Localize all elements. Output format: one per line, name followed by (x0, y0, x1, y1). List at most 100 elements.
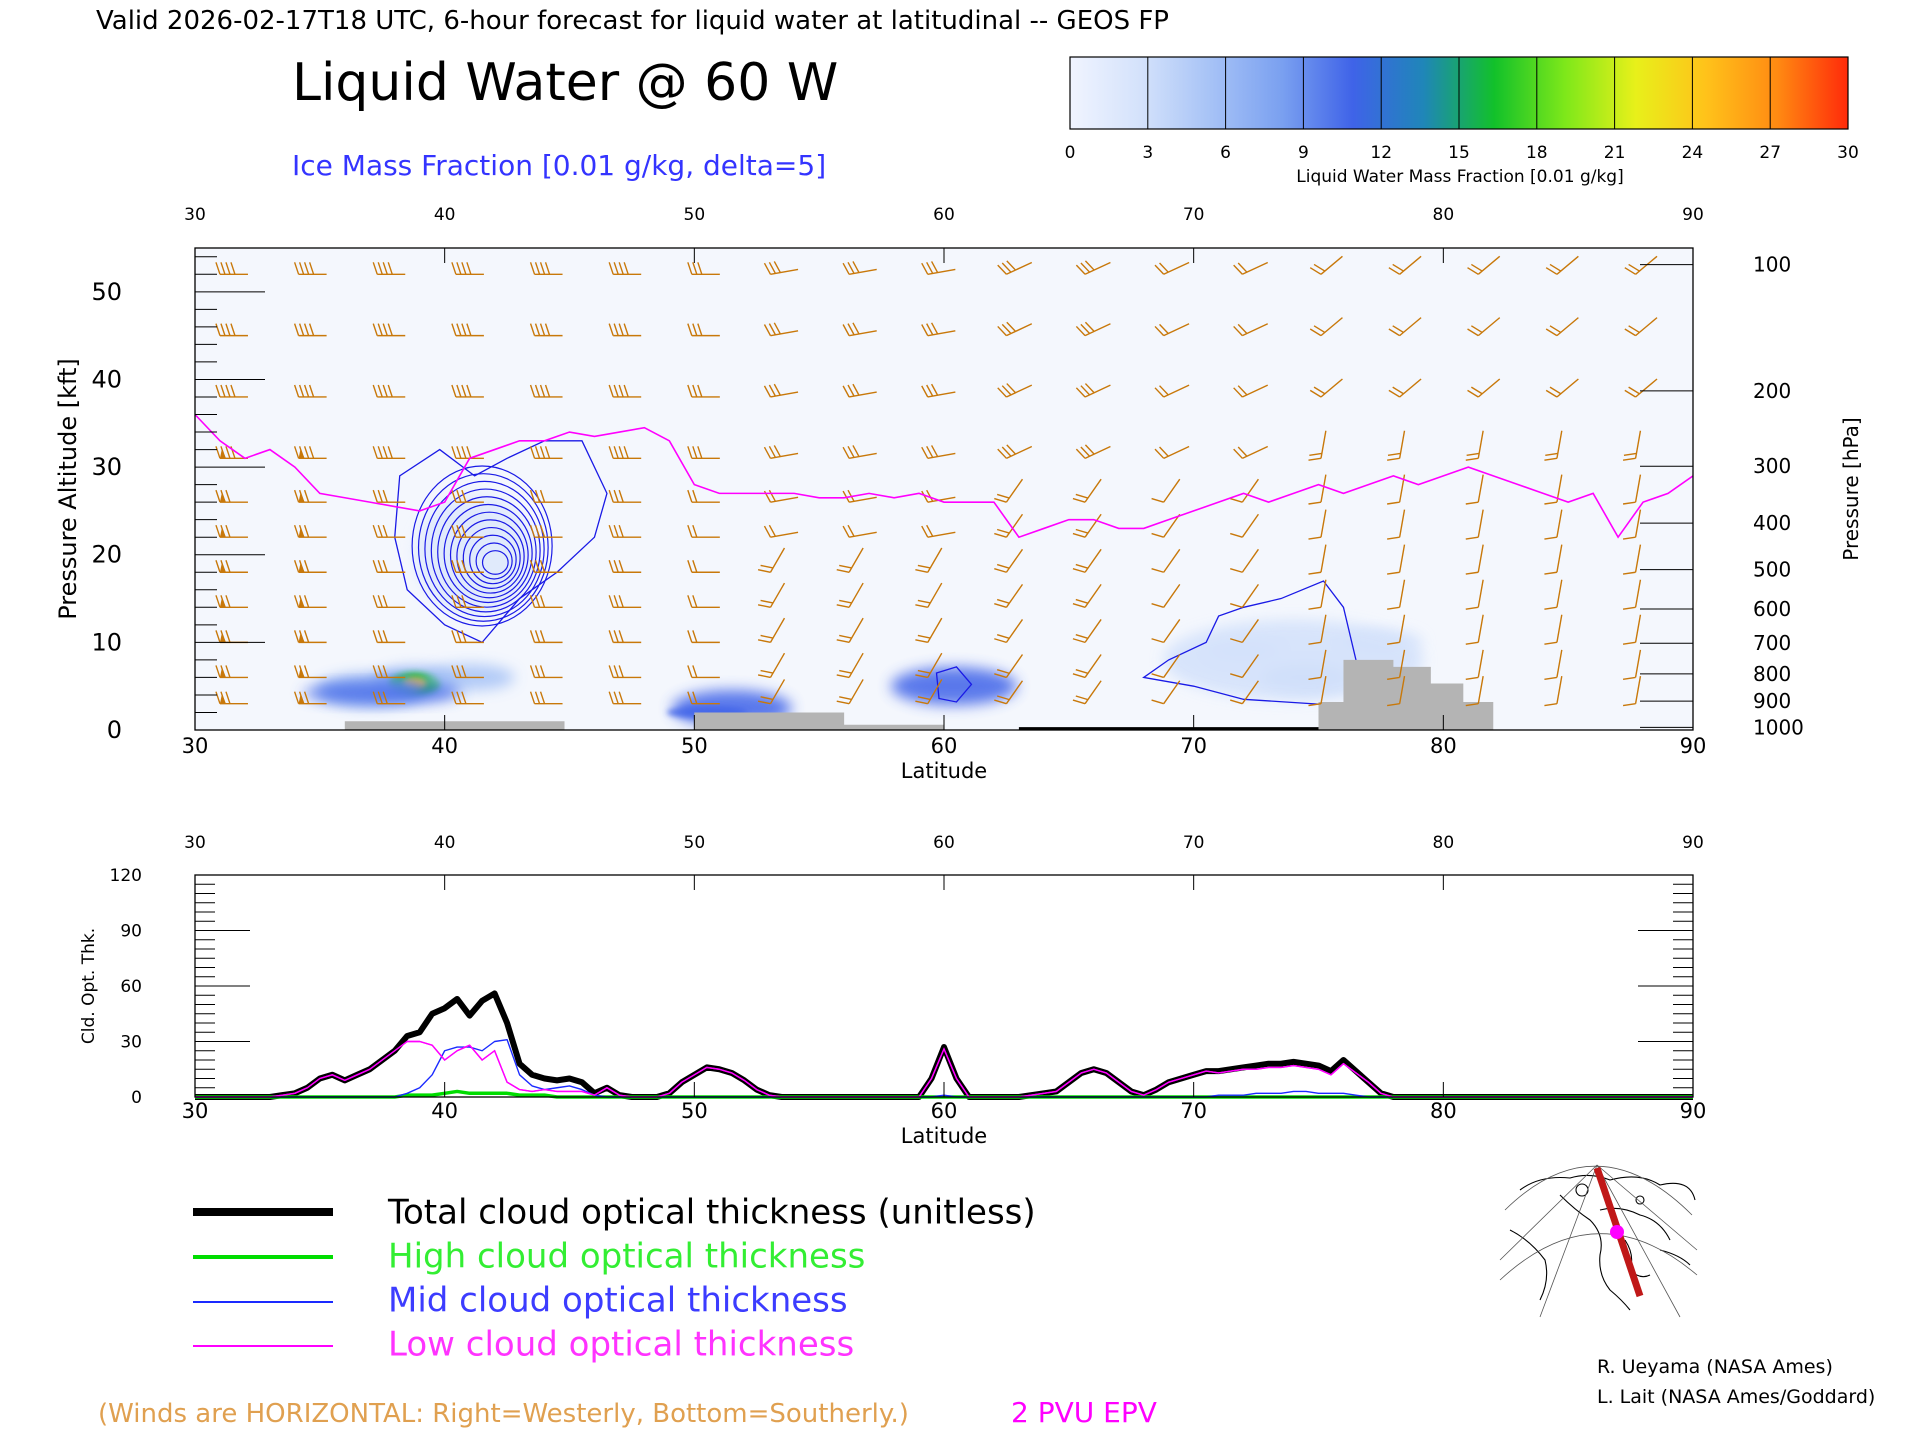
wind-barb (1075, 260, 1111, 275)
optical-thickness-chart: 0 30 60 90 120 30 30 40 40 50 50 60 60 70 70 80 80 90 90 L… (79, 833, 1706, 1148)
wind-barb (608, 665, 642, 679)
wind-barb (1545, 255, 1579, 275)
wind-barb (372, 384, 406, 398)
map-location-marker (1610, 1225, 1624, 1239)
wind-barb (608, 323, 642, 337)
wind-barb (608, 595, 642, 609)
y-tick-label: 30 (91, 453, 122, 481)
colorbar-tick-label: 6 (1220, 143, 1231, 163)
wind-barb (1151, 583, 1181, 608)
wind-barb (1544, 614, 1563, 645)
wind-barb (1233, 261, 1269, 275)
ice-contour (437, 496, 537, 608)
wind-barb (1622, 509, 1642, 540)
top-x-tick-label: 30 (184, 205, 206, 225)
wind-barb (687, 489, 720, 503)
wind-barb (1465, 579, 1484, 610)
wind-barb (372, 262, 406, 275)
wind-barb (529, 560, 563, 573)
wind-barb (842, 524, 877, 538)
wind-barb (529, 630, 563, 644)
colorbar-tick-label: 27 (1759, 143, 1781, 163)
colorbar-tick-label: 21 (1604, 143, 1626, 163)
wind-barb (608, 560, 642, 573)
wind-barb (842, 322, 877, 337)
wind-barb (1544, 430, 1563, 461)
colorbar-tick-label: 3 (1142, 143, 1153, 163)
credit-line-1: R. Ueyama (NASA Ames) (1597, 1356, 1833, 1378)
wind-barb (1308, 474, 1327, 505)
wind-barb (687, 323, 720, 337)
top-x-tick-label: 80 (1433, 205, 1455, 225)
wind-barb (372, 691, 406, 705)
wind-barb (293, 665, 327, 679)
wind-barb (451, 630, 484, 644)
x-tick-label: 90 (1680, 734, 1707, 758)
x-tick-label: 60 (931, 734, 958, 758)
wind-barb (1154, 445, 1190, 459)
wind-barb (1545, 317, 1579, 337)
wind-barb (1233, 445, 1269, 459)
ice-contour (411, 465, 553, 627)
wind-barb (1622, 579, 1642, 610)
wind-barb (1387, 579, 1406, 610)
wind-barb (1309, 317, 1343, 337)
colorbar-tick-label: 24 (1682, 143, 1704, 163)
wind-barb (1544, 474, 1563, 505)
ice-contour (424, 480, 545, 618)
valid-line: Valid 2026-02-17T18 UTC, 6-hour forecast… (96, 6, 1169, 36)
bottom-y-tick-label: 120 (110, 866, 142, 886)
wind-barb (608, 630, 642, 644)
wind-barb (1151, 619, 1181, 644)
wind-barb (1233, 384, 1269, 398)
bottom-top-x-tick-label: 30 (184, 833, 206, 853)
ice-contour (443, 503, 533, 604)
wind-barb (1072, 548, 1102, 573)
wind-barb (1544, 544, 1563, 575)
ice-contour (462, 526, 521, 589)
wind-barb (1624, 255, 1658, 275)
wind-barb (1624, 317, 1658, 337)
credit-line-2: L. Lait (NASA Ames/Goddard) (1597, 1386, 1875, 1408)
bottom-x-tick-label: 40 (431, 1099, 458, 1123)
wind-barb (757, 679, 786, 705)
wind-barb (757, 652, 786, 679)
wind-barb (1230, 548, 1259, 573)
wind-barb (529, 595, 563, 609)
wind-barb (1154, 323, 1190, 337)
wind-barb (1465, 676, 1484, 707)
wind-barb (215, 595, 248, 609)
wind-barb (687, 262, 720, 275)
bottom-y-tick-label: 60 (120, 977, 142, 997)
wind-barb (372, 630, 406, 644)
wind-barb (1624, 378, 1658, 398)
wind-barb (687, 630, 720, 644)
wind-barb (1387, 614, 1406, 645)
wind-barb (1072, 680, 1102, 705)
wind-barb (1467, 317, 1501, 337)
top-y2-axis-label: Pressure [hPa] (1839, 417, 1863, 560)
colorbar-tick-label: 18 (1526, 143, 1548, 163)
wind-barb (293, 560, 327, 573)
x-tick-label: 40 (431, 734, 458, 758)
wind-barb (1151, 478, 1181, 503)
wind-barb (529, 691, 563, 705)
wind-barb (1309, 255, 1343, 275)
wind-barb (994, 548, 1024, 573)
ice-contour (469, 534, 517, 585)
wind-barb (842, 383, 877, 398)
wind-barb (921, 261, 956, 275)
wind-barb (1075, 321, 1111, 337)
bottom-top-x-tick-label: 40 (434, 833, 456, 853)
x-tick-label: 70 (1180, 734, 1207, 758)
legend-mid: Mid cloud optical thickness (388, 1281, 848, 1321)
wind-barb (293, 524, 327, 538)
wind-barb (451, 691, 484, 705)
wind-barb (293, 595, 327, 609)
wind-barb (608, 446, 642, 460)
wind-barb (293, 323, 327, 337)
y-tick-label: 10 (91, 628, 122, 656)
wind-barb (529, 384, 563, 398)
wind-barb (994, 680, 1024, 705)
